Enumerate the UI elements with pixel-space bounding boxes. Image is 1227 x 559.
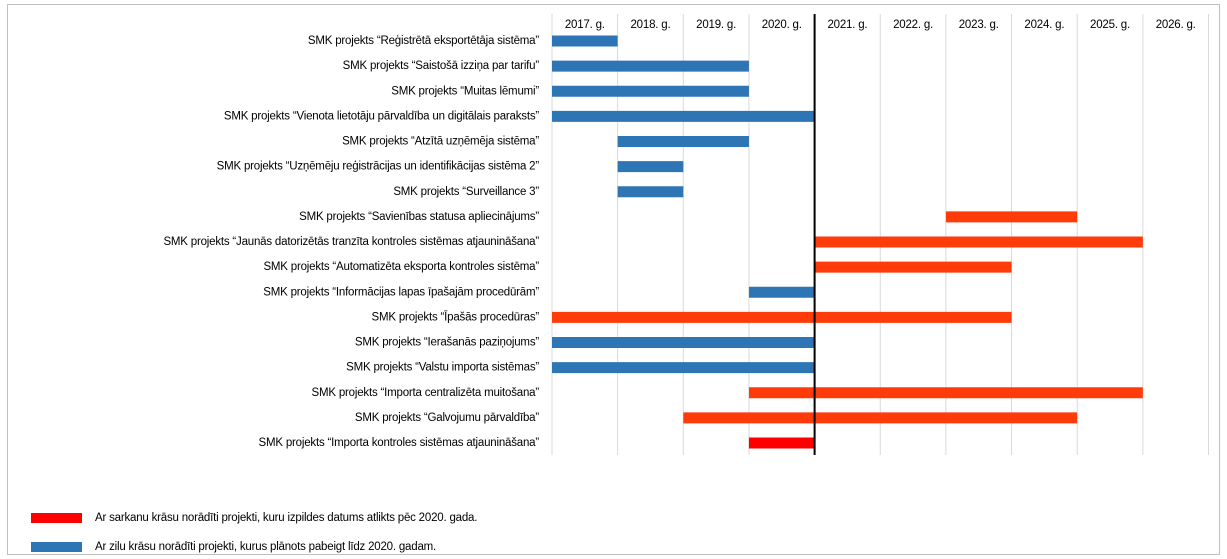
bar bbox=[748, 286, 815, 298]
task-label: SMK projekts “Informācijas lapas īpašajā… bbox=[263, 286, 539, 298]
bar bbox=[552, 35, 618, 47]
task-label: SMK projekts “Importa kontroles sistēmas… bbox=[259, 437, 540, 449]
x-tick-label: 2025. g. bbox=[1090, 19, 1130, 31]
task-label: SMK projekts “Surveillance 3” bbox=[393, 186, 539, 198]
task-label: SMK projekts “Jaunās datorizētās tranzīt… bbox=[163, 236, 539, 248]
bar bbox=[617, 161, 684, 173]
task-label: SMK projekts “Muitas lēmumi” bbox=[391, 85, 539, 97]
bar bbox=[617, 186, 684, 198]
bar bbox=[552, 362, 815, 374]
legend-swatch bbox=[31, 513, 82, 523]
bar bbox=[814, 236, 1143, 248]
legend-label: Ar sarkanu krāsu norādīti projekti, kuru… bbox=[95, 512, 477, 524]
task-label: SMK projekts “Atzītā uzņēmēja sistēma” bbox=[342, 136, 539, 148]
task-label: SMK projekts “Ierašanās paziņojums” bbox=[355, 337, 539, 349]
task-label: SMK projekts “Importa centralizēta muito… bbox=[312, 387, 540, 399]
bar bbox=[552, 337, 815, 348]
task-label: SMK projekts “Savienības statusa aplieci… bbox=[299, 211, 539, 223]
bar bbox=[748, 387, 1143, 399]
frame bbox=[7, 4, 1220, 555]
bar bbox=[552, 60, 749, 72]
bar bbox=[748, 437, 815, 449]
x-tick-label: 2018. g. bbox=[630, 19, 670, 31]
task-label: SMK projekts “Uzņēmēju reģistrācijas un … bbox=[217, 160, 540, 173]
bar bbox=[552, 110, 815, 122]
bar bbox=[552, 85, 749, 97]
x-tick-label: 2020. g. bbox=[762, 19, 802, 31]
bar bbox=[945, 211, 1078, 223]
bar bbox=[552, 311, 1012, 323]
legend-label: Ar zilu krāsu norādīti projekti, kurus p… bbox=[95, 541, 436, 553]
task-label: SMK projekts “Vienota lietotāju pārvaldī… bbox=[224, 110, 540, 122]
x-tick-label: 2024. g. bbox=[1024, 19, 1064, 31]
bar bbox=[814, 261, 1012, 273]
task-label: SMK projekts “Galvojumu pārvaldība” bbox=[355, 412, 539, 424]
x-tick-label: 2023. g. bbox=[959, 19, 999, 31]
bar bbox=[617, 136, 749, 147]
x-tick-label: 2022. g. bbox=[893, 19, 933, 31]
bar bbox=[683, 412, 1078, 424]
x-tick-label: 2017. g. bbox=[565, 19, 605, 31]
task-label: SMK projekts “Valstu importa sistēmas” bbox=[346, 362, 539, 374]
task-label: SMK projekts “Saistošā izziņa par tarifu… bbox=[343, 60, 540, 72]
x-tick-label: 2021. g. bbox=[827, 19, 867, 31]
task-label: SMK projekts “Automatizēta eksporta kont… bbox=[263, 261, 539, 273]
legend-swatch bbox=[31, 542, 82, 552]
x-tick-label: 2019. g. bbox=[696, 19, 736, 31]
task-label: SMK projekts “Reģistrētā eksportētāja si… bbox=[308, 34, 539, 47]
x-tick-label: 2026. g. bbox=[1156, 19, 1196, 31]
task-label: SMK projekts “Īpašās procedūras” bbox=[372, 311, 540, 323]
